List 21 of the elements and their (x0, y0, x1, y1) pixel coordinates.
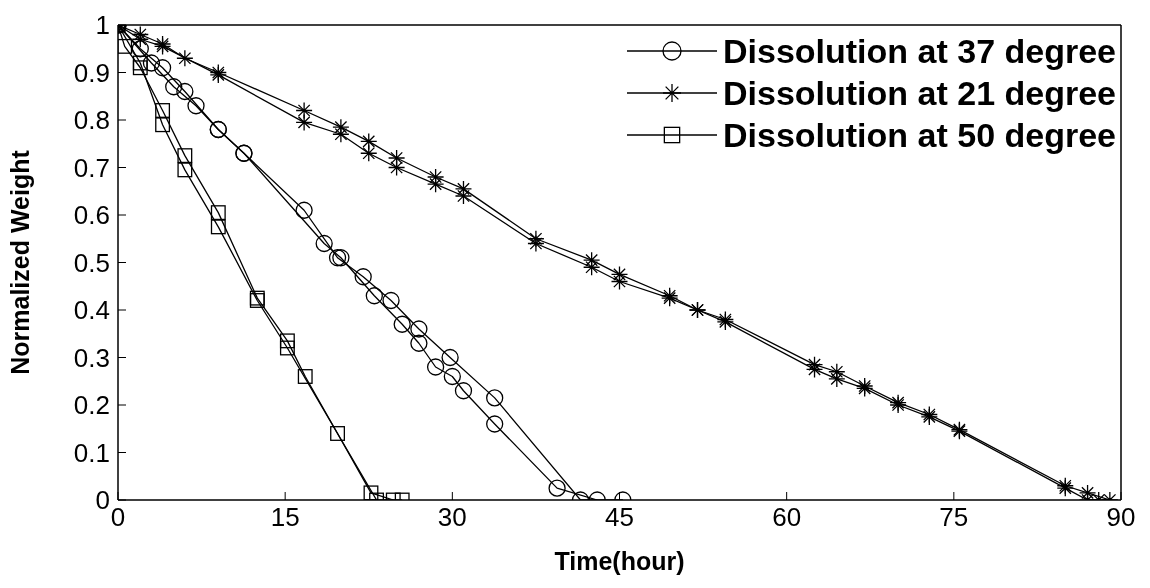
legend-label: Dissolution at 50 degree (723, 115, 1116, 156)
legend-label: Dissolution at 37 degree (723, 31, 1116, 72)
y-tick-label: 0.2 (73, 390, 110, 421)
y-axis-title: Normalized Weight (5, 149, 34, 375)
x-tick-label: 75 (939, 502, 969, 533)
y-tick-label: 0.9 (73, 57, 110, 88)
y-tick-label: 0.4 (73, 295, 110, 326)
y-tick-label: 0.8 (73, 105, 110, 136)
legend-label: Dissolution at 21 degree (723, 73, 1116, 114)
y-tick-label: 1 (95, 10, 110, 41)
y-tick-label: 0.1 (73, 437, 110, 468)
y-tick-label: 0.7 (73, 152, 110, 183)
x-tick-label: 45 (605, 502, 634, 533)
x-tick-label: 15 (270, 502, 300, 533)
x-tick-label: 60 (772, 502, 802, 533)
x-tick-label: 30 (437, 502, 467, 533)
x-axis-title: Time(hour) (554, 547, 685, 575)
y-tick-label: 0.6 (73, 200, 110, 231)
y-tick-label: 0.3 (73, 342, 110, 373)
x-tick-label: 90 (1106, 502, 1136, 533)
y-tick-label: 0.5 (73, 247, 110, 278)
